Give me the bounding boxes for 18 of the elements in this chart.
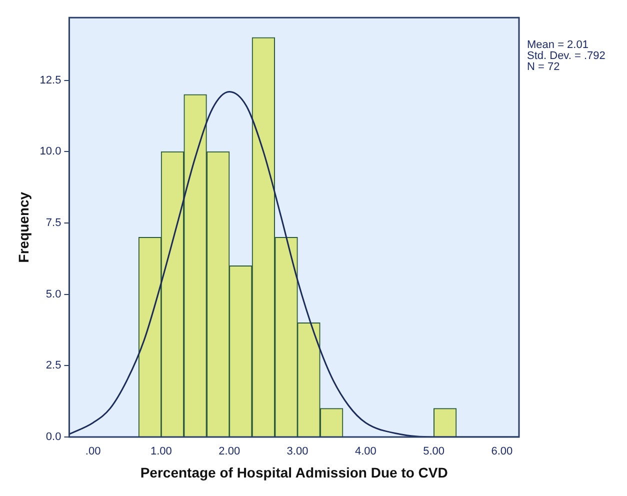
x-tick-label: 2.00 <box>218 446 240 458</box>
x-tick-label: 6.00 <box>491 446 513 458</box>
x-tick-label: .00 <box>85 446 101 458</box>
x-tick-label: 4.00 <box>354 446 376 458</box>
y-tick-label: 0.0 <box>46 431 62 444</box>
x-axis-title: Percentage of Hospital Admission Due to CVD <box>140 464 448 480</box>
text: Std. Dev. = .792 <box>527 50 606 62</box>
y-axis-title: Frequency <box>15 192 32 263</box>
y-tick-label: 5.0 <box>46 288 62 300</box>
text: Mean = 2.01 <box>527 39 588 52</box>
y-tick-label: 2.5 <box>46 360 62 372</box>
x-tick-label: 1.00 <box>150 446 172 458</box>
y-tick-label: 7.5 <box>46 217 62 230</box>
y-tick-label: 12.5 <box>40 74 62 86</box>
text: N = 72 <box>527 61 560 74</box>
x-tick-label: 3.00 <box>286 446 308 458</box>
y-tick-label: 10.0 <box>40 146 62 158</box>
x-tick-label: 5.00 <box>423 446 445 458</box>
